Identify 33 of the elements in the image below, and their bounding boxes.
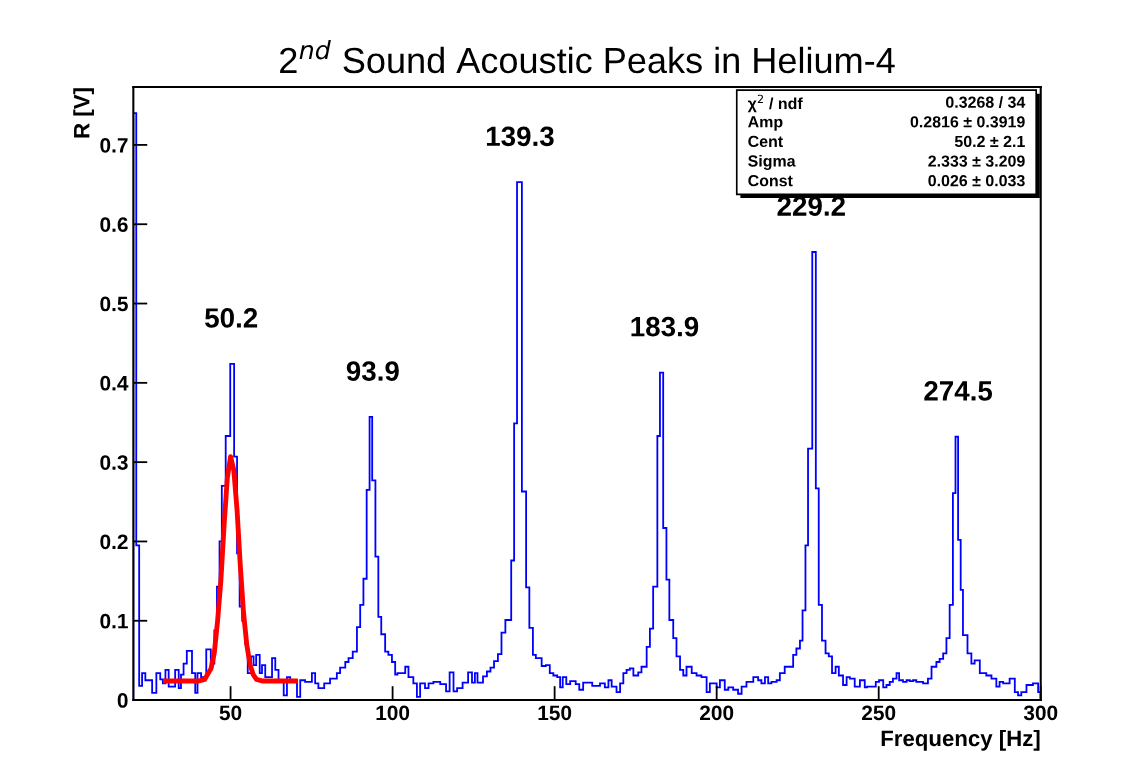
chart-title: 2$^{nd}$ Sound Acoustic Peaks in Helium-4 <box>280 39 895 74</box>
annotation: Sigma <box>748 154 796 170</box>
y-tick-label: 0.3 <box>100 455 128 470</box>
x-tick-label: 50 <box>219 705 242 721</box>
annotation: 183.9 <box>631 316 699 337</box>
x-tick-label: 300 <box>1023 705 1058 721</box>
annotation: 139.3 <box>486 126 554 147</box>
annotation: 0.026 ± 0.033 <box>928 175 1025 187</box>
y-tick-label: 0.5 <box>100 296 128 312</box>
line-series <box>163 454 298 684</box>
annotation: Const <box>748 175 793 187</box>
annotation: 50.2 <box>205 308 258 328</box>
y-tick-label: 0.4 <box>100 375 129 391</box>
annotation: 50.2 ± 2.1 <box>954 135 1025 148</box>
y-axis-title: R [V] <box>73 88 94 138</box>
annotation: 0.3268 / 34 <box>946 96 1026 109</box>
annotation: 274.5 <box>924 381 993 401</box>
y-tick-label: 0 <box>117 693 128 708</box>
y-tick-label: 0.7 <box>100 137 128 153</box>
annotation: χ$^{2}$ / ndf <box>747 94 803 113</box>
x-tick-label: 200 <box>700 705 734 721</box>
y-tick-label: 0.1 <box>100 613 128 629</box>
annotation: Amp <box>748 116 783 131</box>
x-tick-label: 250 <box>862 705 896 721</box>
annotation: 2.333 ± 3.209 <box>928 155 1025 167</box>
y-tick-label: 0.6 <box>100 217 128 232</box>
x-axis-title: Frequency [Hz] <box>881 729 1040 751</box>
annotation: 0.2816 ± 0.3919 <box>910 116 1025 128</box>
annotation: Cent <box>748 135 783 148</box>
annotation: 93.9 <box>346 361 399 381</box>
y-tick-label: 0.2 <box>100 534 128 550</box>
x-tick-label: 150 <box>538 705 572 721</box>
x-tick-label: 100 <box>376 705 410 721</box>
